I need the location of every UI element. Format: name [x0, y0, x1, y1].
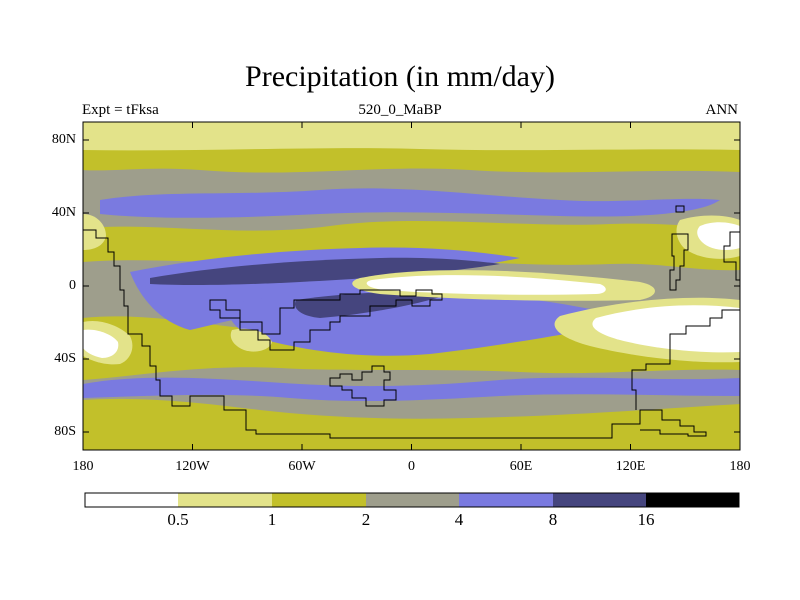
- wettest-band-north: [150, 257, 500, 286]
- colorbar-label-2: 2: [361, 510, 371, 529]
- season-label: ANN: [705, 102, 739, 118]
- colorbar-label-0-5: 0.5: [167, 510, 189, 529]
- lat-label-40s: 40S: [54, 351, 76, 366]
- northwest-dry-patch: [83, 214, 106, 250]
- southwest-driest-patch: [83, 329, 119, 358]
- eastern-edge-outline: [723, 231, 740, 281]
- lon-label-180e: 180: [729, 459, 751, 474]
- lat-label-0: 0: [69, 278, 76, 293]
- arctic-very-dry-band: [83, 122, 740, 151]
- continent-outlines: [83, 205, 740, 439]
- colorbar-box-5: [553, 493, 646, 507]
- colorbar-box-4: [459, 493, 553, 507]
- wettest-band-south: [295, 292, 450, 318]
- lon-label-120e: 120E: [615, 459, 646, 474]
- colorbar-box-2: [272, 493, 366, 507]
- precipitation-field: [83, 122, 740, 450]
- colorbar-box-1: [178, 493, 272, 507]
- lon-label-180w: 180: [72, 459, 94, 474]
- lon-label-60e: 60E: [509, 459, 533, 474]
- colorbar: [84, 492, 740, 508]
- lon-label-0: 0: [408, 459, 415, 474]
- northeast-driest-patch: [697, 222, 740, 250]
- colorbar-box-3: [366, 493, 459, 507]
- central-continent-outline: [209, 289, 443, 351]
- lon-label-120w: 120W: [175, 459, 210, 474]
- southeast-continent-outline: [631, 309, 740, 410]
- interior-basin-outline: [329, 365, 397, 407]
- time-label: 520_0_MaBP: [358, 102, 442, 118]
- colorbar-label-1: 1: [267, 510, 277, 529]
- colorbar-label-8: 8: [548, 510, 558, 529]
- lon-label-60w: 60W: [288, 459, 316, 474]
- axis-ticks: [82, 122, 741, 450]
- experiment-label: Expt = tFksa: [82, 102, 159, 118]
- southern-continent-outline: [83, 229, 707, 439]
- lat-label-80n: 80N: [51, 132, 76, 147]
- eastern-peninsula-outline: [669, 233, 689, 291]
- lat-label-80s: 80S: [54, 424, 76, 439]
- north-storm-track: [100, 188, 720, 218]
- antarctic-dry-band: [83, 398, 740, 450]
- colorbar-label-4: 4: [454, 510, 464, 529]
- colorbar-box-0: [85, 493, 178, 507]
- colorbar-box-6: [646, 493, 739, 507]
- plot-title: Precipitation (in mm/day): [245, 60, 555, 93]
- south-storm-track: [83, 377, 740, 402]
- lat-label-40n: 40N: [51, 205, 76, 220]
- southeast-driest-region: [592, 305, 740, 353]
- small-island-outline: [675, 205, 685, 213]
- colorbar-frame: [84, 492, 740, 508]
- colorbar-label-16: 16: [637, 510, 655, 529]
